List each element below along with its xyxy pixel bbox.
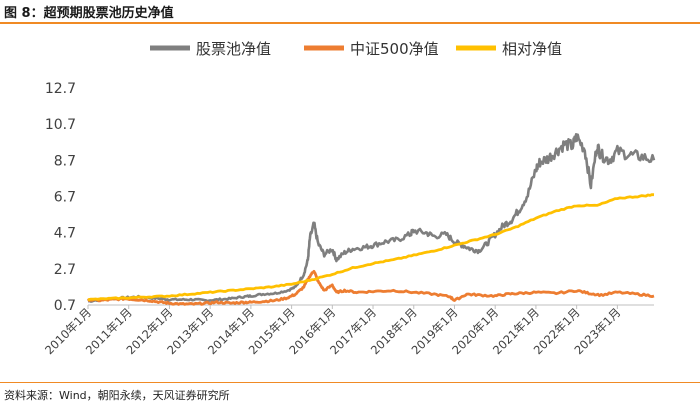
line-chart: 0.72.74.76.78.710.712.72010年1月2011年1月201…: [42, 40, 656, 357]
series-line-2: [86, 269, 655, 306]
y-tick-label: 10.7: [45, 117, 76, 133]
source-rule: [0, 382, 700, 383]
legend-label: 股票池净值: [196, 40, 271, 58]
legend-label: 相对净值: [502, 40, 562, 58]
series-layer: [86, 133, 656, 306]
legend: 股票池净值 中证500净值 相对净值: [150, 40, 562, 58]
y-tick-label: 6.7: [54, 190, 76, 206]
figure-title: 图 8：超预期股票池历史净值: [4, 6, 174, 21]
source-note: 资料来源：Wind，朝阳永续，天风证券研究所: [4, 389, 230, 402]
y-tick-label: 12.7: [45, 81, 76, 97]
y-tick-label: 8.7: [54, 153, 76, 169]
y-tick-label: 0.7: [54, 298, 76, 314]
series-line-3: [87, 193, 655, 302]
legend-label: 中证500净值: [350, 40, 439, 58]
y-tick-label: 4.7: [54, 226, 76, 242]
axes-layer: 0.72.74.76.78.710.712.72010年1月2011年1月201…: [42, 81, 654, 357]
series-line-1: [87, 133, 656, 303]
title-rule: [0, 22, 700, 24]
y-tick-label: 2.7: [54, 262, 76, 278]
